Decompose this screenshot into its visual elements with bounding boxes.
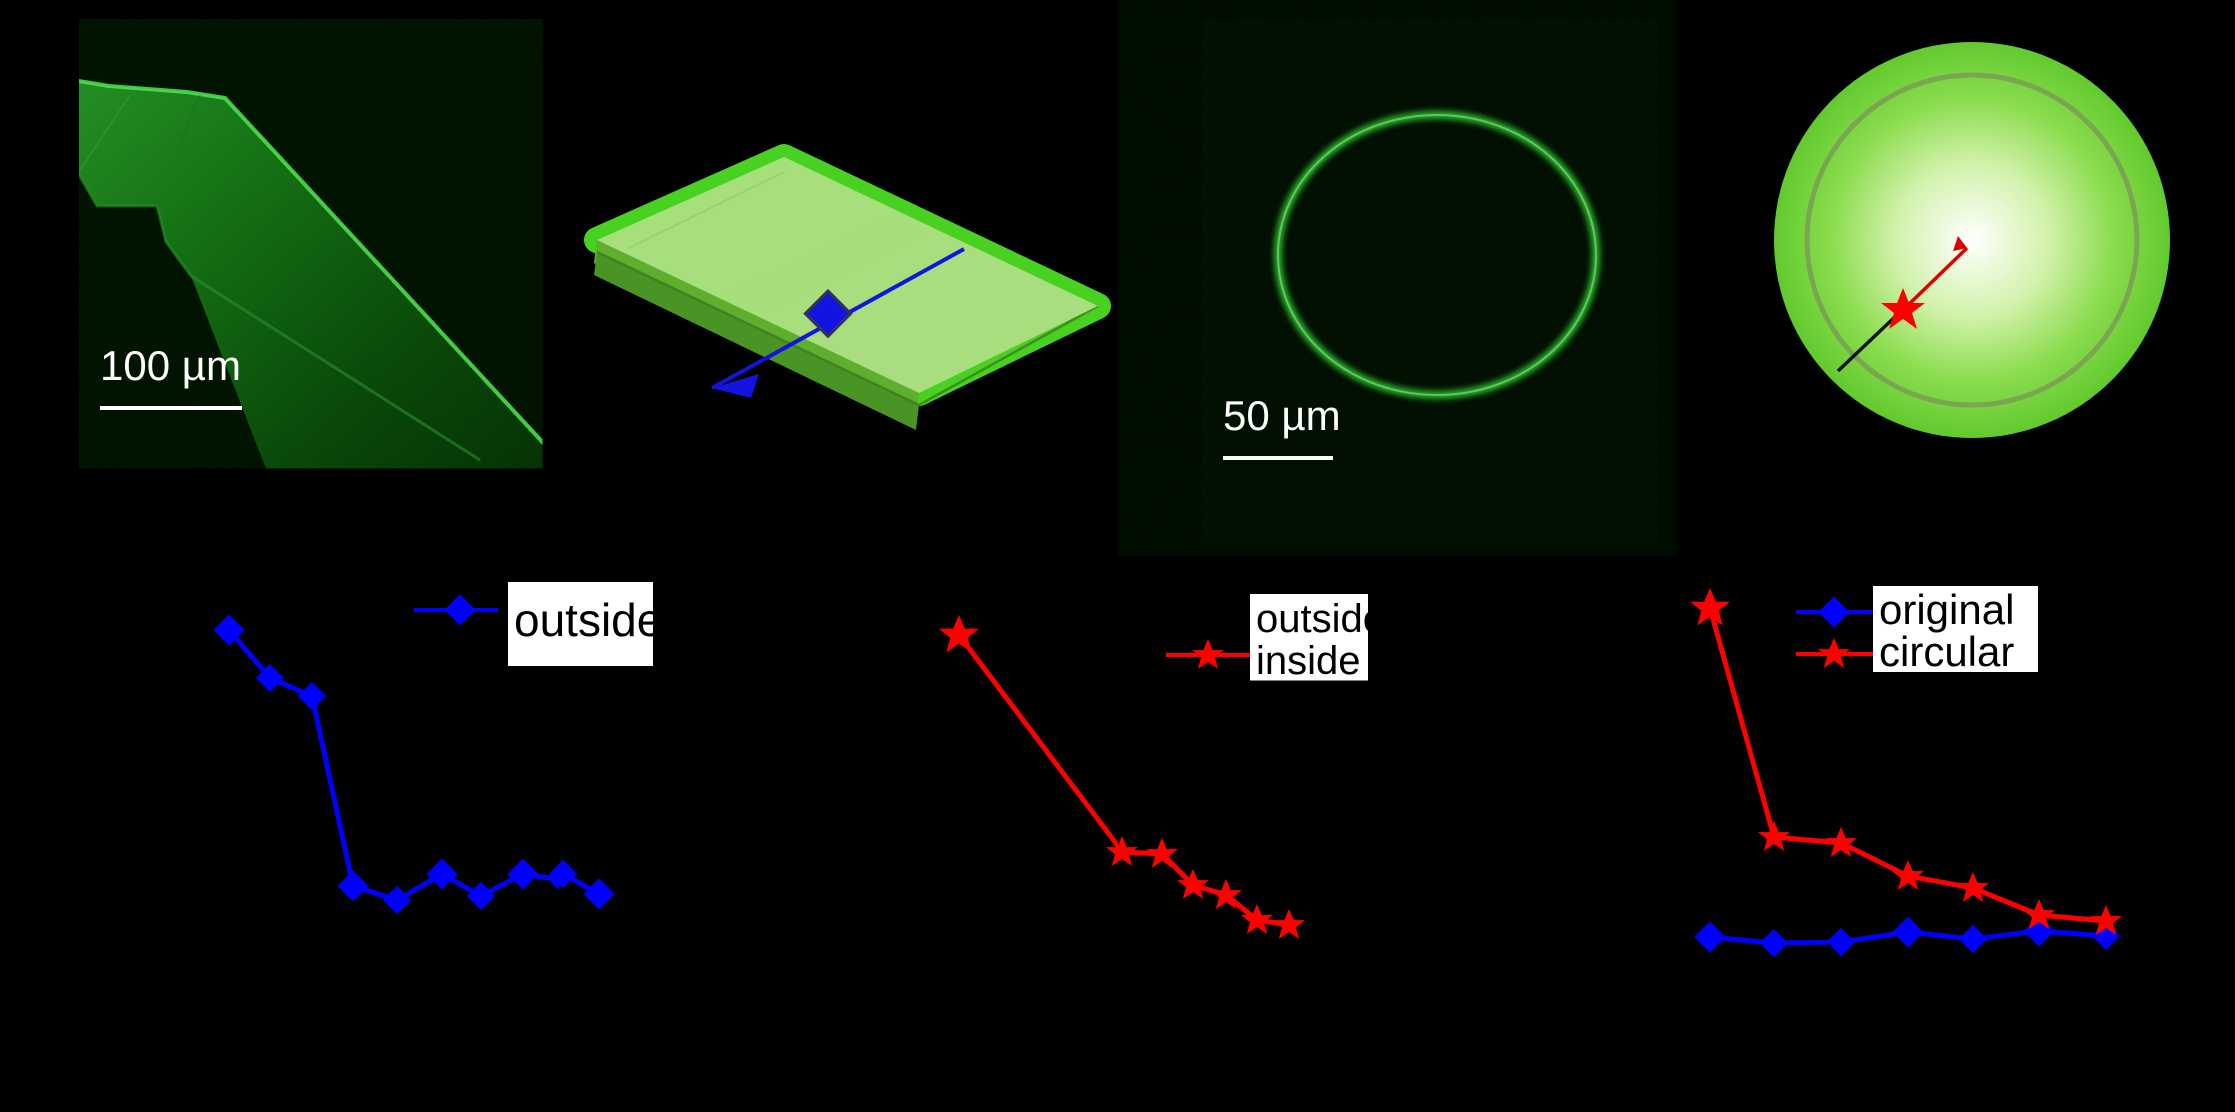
svg-text:100 µm: 100 µm <box>100 342 241 389</box>
svg-text:original: original <box>1879 586 2014 633</box>
svg-text:outside: outside <box>1256 597 1385 641</box>
svg-text:circular: circular <box>1879 628 2014 675</box>
svg-text:inside: inside <box>1256 639 1361 683</box>
svg-text:50 µm: 50 µm <box>1223 392 1341 439</box>
